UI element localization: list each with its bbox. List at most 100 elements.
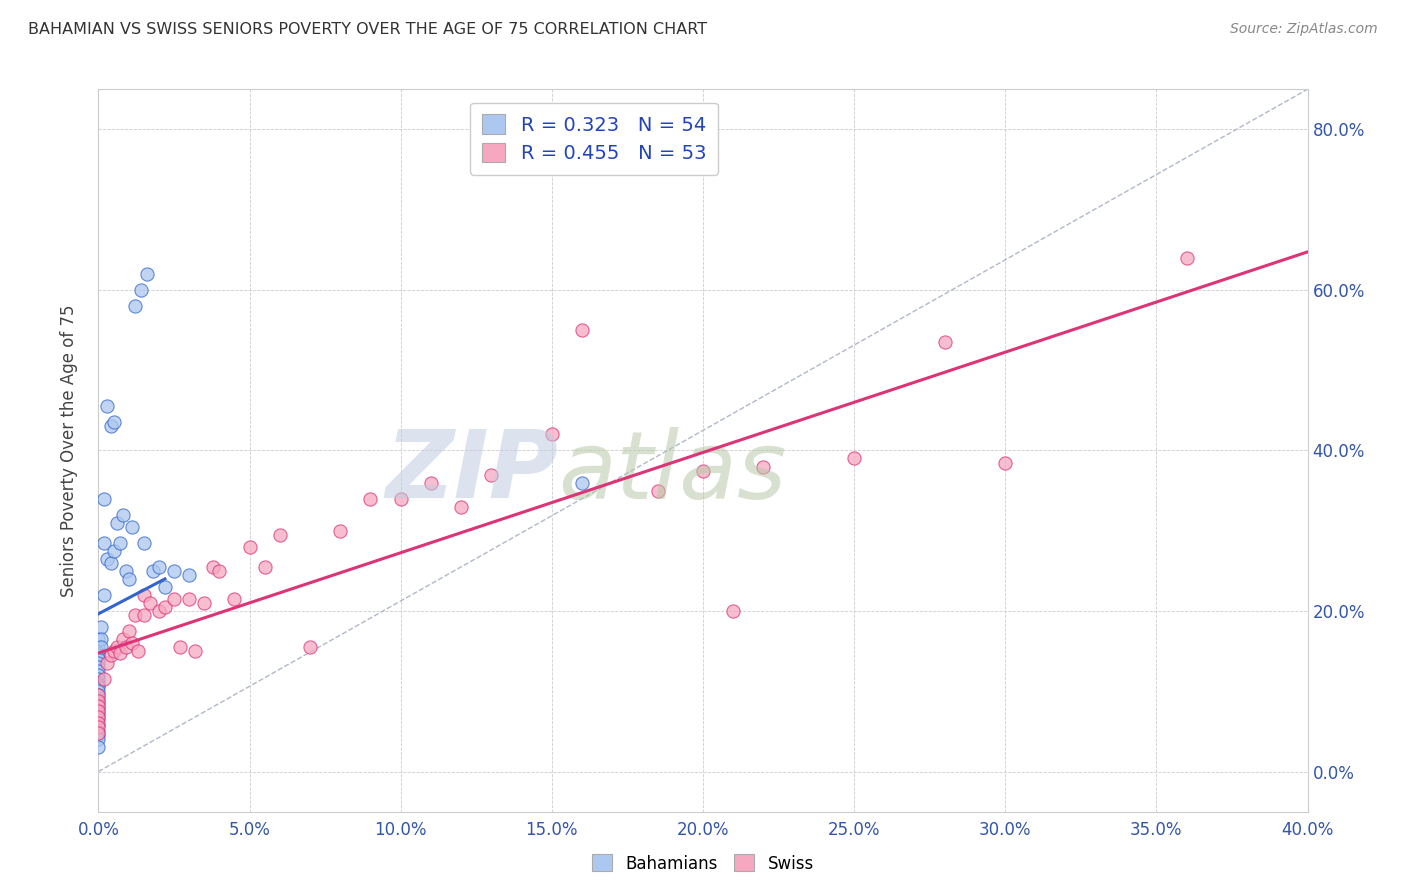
Point bbox=[329, 524, 352, 538]
Point bbox=[87, 740, 110, 755]
Point bbox=[87, 646, 110, 660]
Point bbox=[87, 676, 110, 690]
Point bbox=[163, 592, 186, 607]
Point bbox=[87, 708, 110, 723]
Point bbox=[87, 652, 110, 666]
Point bbox=[93, 673, 115, 687]
Point bbox=[87, 716, 110, 731]
Point bbox=[111, 632, 134, 646]
Point bbox=[121, 519, 143, 533]
Point bbox=[87, 721, 110, 735]
Point bbox=[132, 608, 155, 623]
Point bbox=[96, 657, 118, 671]
Point bbox=[93, 535, 115, 549]
Point bbox=[87, 694, 110, 708]
Point bbox=[239, 540, 262, 554]
Point bbox=[87, 680, 110, 694]
Point bbox=[105, 640, 128, 655]
Point bbox=[179, 592, 201, 607]
Point bbox=[100, 648, 122, 662]
Point bbox=[87, 692, 110, 706]
Point bbox=[87, 726, 110, 740]
Point bbox=[87, 673, 110, 687]
Point bbox=[87, 696, 110, 710]
Point bbox=[87, 698, 110, 713]
Point bbox=[571, 323, 593, 337]
Point bbox=[96, 551, 118, 566]
Point bbox=[1175, 251, 1198, 265]
Point bbox=[135, 267, 157, 281]
Point bbox=[934, 334, 956, 349]
Point bbox=[389, 491, 412, 506]
Text: Source: ZipAtlas.com: Source: ZipAtlas.com bbox=[1230, 22, 1378, 37]
Point bbox=[118, 624, 141, 639]
Point bbox=[299, 640, 322, 655]
Point bbox=[132, 588, 155, 602]
Point bbox=[723, 604, 745, 618]
Point bbox=[90, 620, 112, 634]
Point bbox=[148, 560, 170, 574]
Point bbox=[114, 640, 136, 655]
Point bbox=[87, 632, 110, 646]
Point bbox=[87, 710, 110, 724]
Point bbox=[184, 644, 207, 658]
Point bbox=[202, 560, 225, 574]
Point bbox=[87, 664, 110, 678]
Point bbox=[269, 527, 291, 541]
Point bbox=[93, 588, 115, 602]
Point bbox=[90, 640, 112, 655]
Point bbox=[121, 636, 143, 650]
Point bbox=[87, 668, 110, 682]
Point bbox=[540, 427, 562, 442]
Point bbox=[87, 718, 110, 732]
Point bbox=[87, 657, 110, 671]
Point bbox=[111, 508, 134, 522]
Point bbox=[224, 592, 246, 607]
Point bbox=[153, 599, 176, 614]
Text: BAHAMIAN VS SWISS SENIORS POVERTY OVER THE AGE OF 75 CORRELATION CHART: BAHAMIAN VS SWISS SENIORS POVERTY OVER T… bbox=[28, 22, 707, 37]
Point bbox=[96, 399, 118, 413]
Legend: R = 0.323   N = 54, R = 0.455   N = 53: R = 0.323 N = 54, R = 0.455 N = 53 bbox=[471, 103, 718, 175]
Point bbox=[87, 705, 110, 719]
Point bbox=[139, 596, 162, 610]
Point bbox=[692, 464, 714, 478]
Point bbox=[752, 459, 775, 474]
Point bbox=[87, 660, 110, 674]
Point bbox=[103, 415, 125, 429]
Point bbox=[87, 689, 110, 703]
Point bbox=[93, 491, 115, 506]
Point bbox=[124, 608, 146, 623]
Point bbox=[450, 500, 472, 514]
Point bbox=[153, 580, 176, 594]
Point bbox=[360, 491, 382, 506]
Point bbox=[208, 564, 231, 578]
Point bbox=[124, 299, 146, 313]
Point bbox=[87, 705, 110, 719]
Point bbox=[481, 467, 503, 482]
Text: ZIP: ZIP bbox=[385, 426, 558, 518]
Point bbox=[103, 644, 125, 658]
Point bbox=[108, 646, 131, 660]
Point bbox=[420, 475, 443, 490]
Point bbox=[148, 604, 170, 618]
Y-axis label: Seniors Poverty Over the Age of 75: Seniors Poverty Over the Age of 75 bbox=[59, 304, 77, 597]
Point bbox=[87, 724, 110, 739]
Point bbox=[90, 632, 112, 646]
Point bbox=[169, 640, 191, 655]
Point bbox=[87, 700, 110, 714]
Point bbox=[87, 648, 110, 662]
Point bbox=[127, 644, 149, 658]
Text: atlas: atlas bbox=[558, 426, 786, 517]
Point bbox=[118, 572, 141, 586]
Point bbox=[87, 712, 110, 726]
Point bbox=[87, 684, 110, 698]
Point bbox=[87, 689, 110, 703]
Point bbox=[87, 728, 110, 742]
Point bbox=[253, 560, 276, 574]
Point bbox=[87, 678, 110, 692]
Point bbox=[105, 516, 128, 530]
Legend: Bahamians, Swiss: Bahamians, Swiss bbox=[585, 847, 821, 880]
Point bbox=[142, 564, 165, 578]
Point bbox=[103, 543, 125, 558]
Point bbox=[108, 535, 131, 549]
